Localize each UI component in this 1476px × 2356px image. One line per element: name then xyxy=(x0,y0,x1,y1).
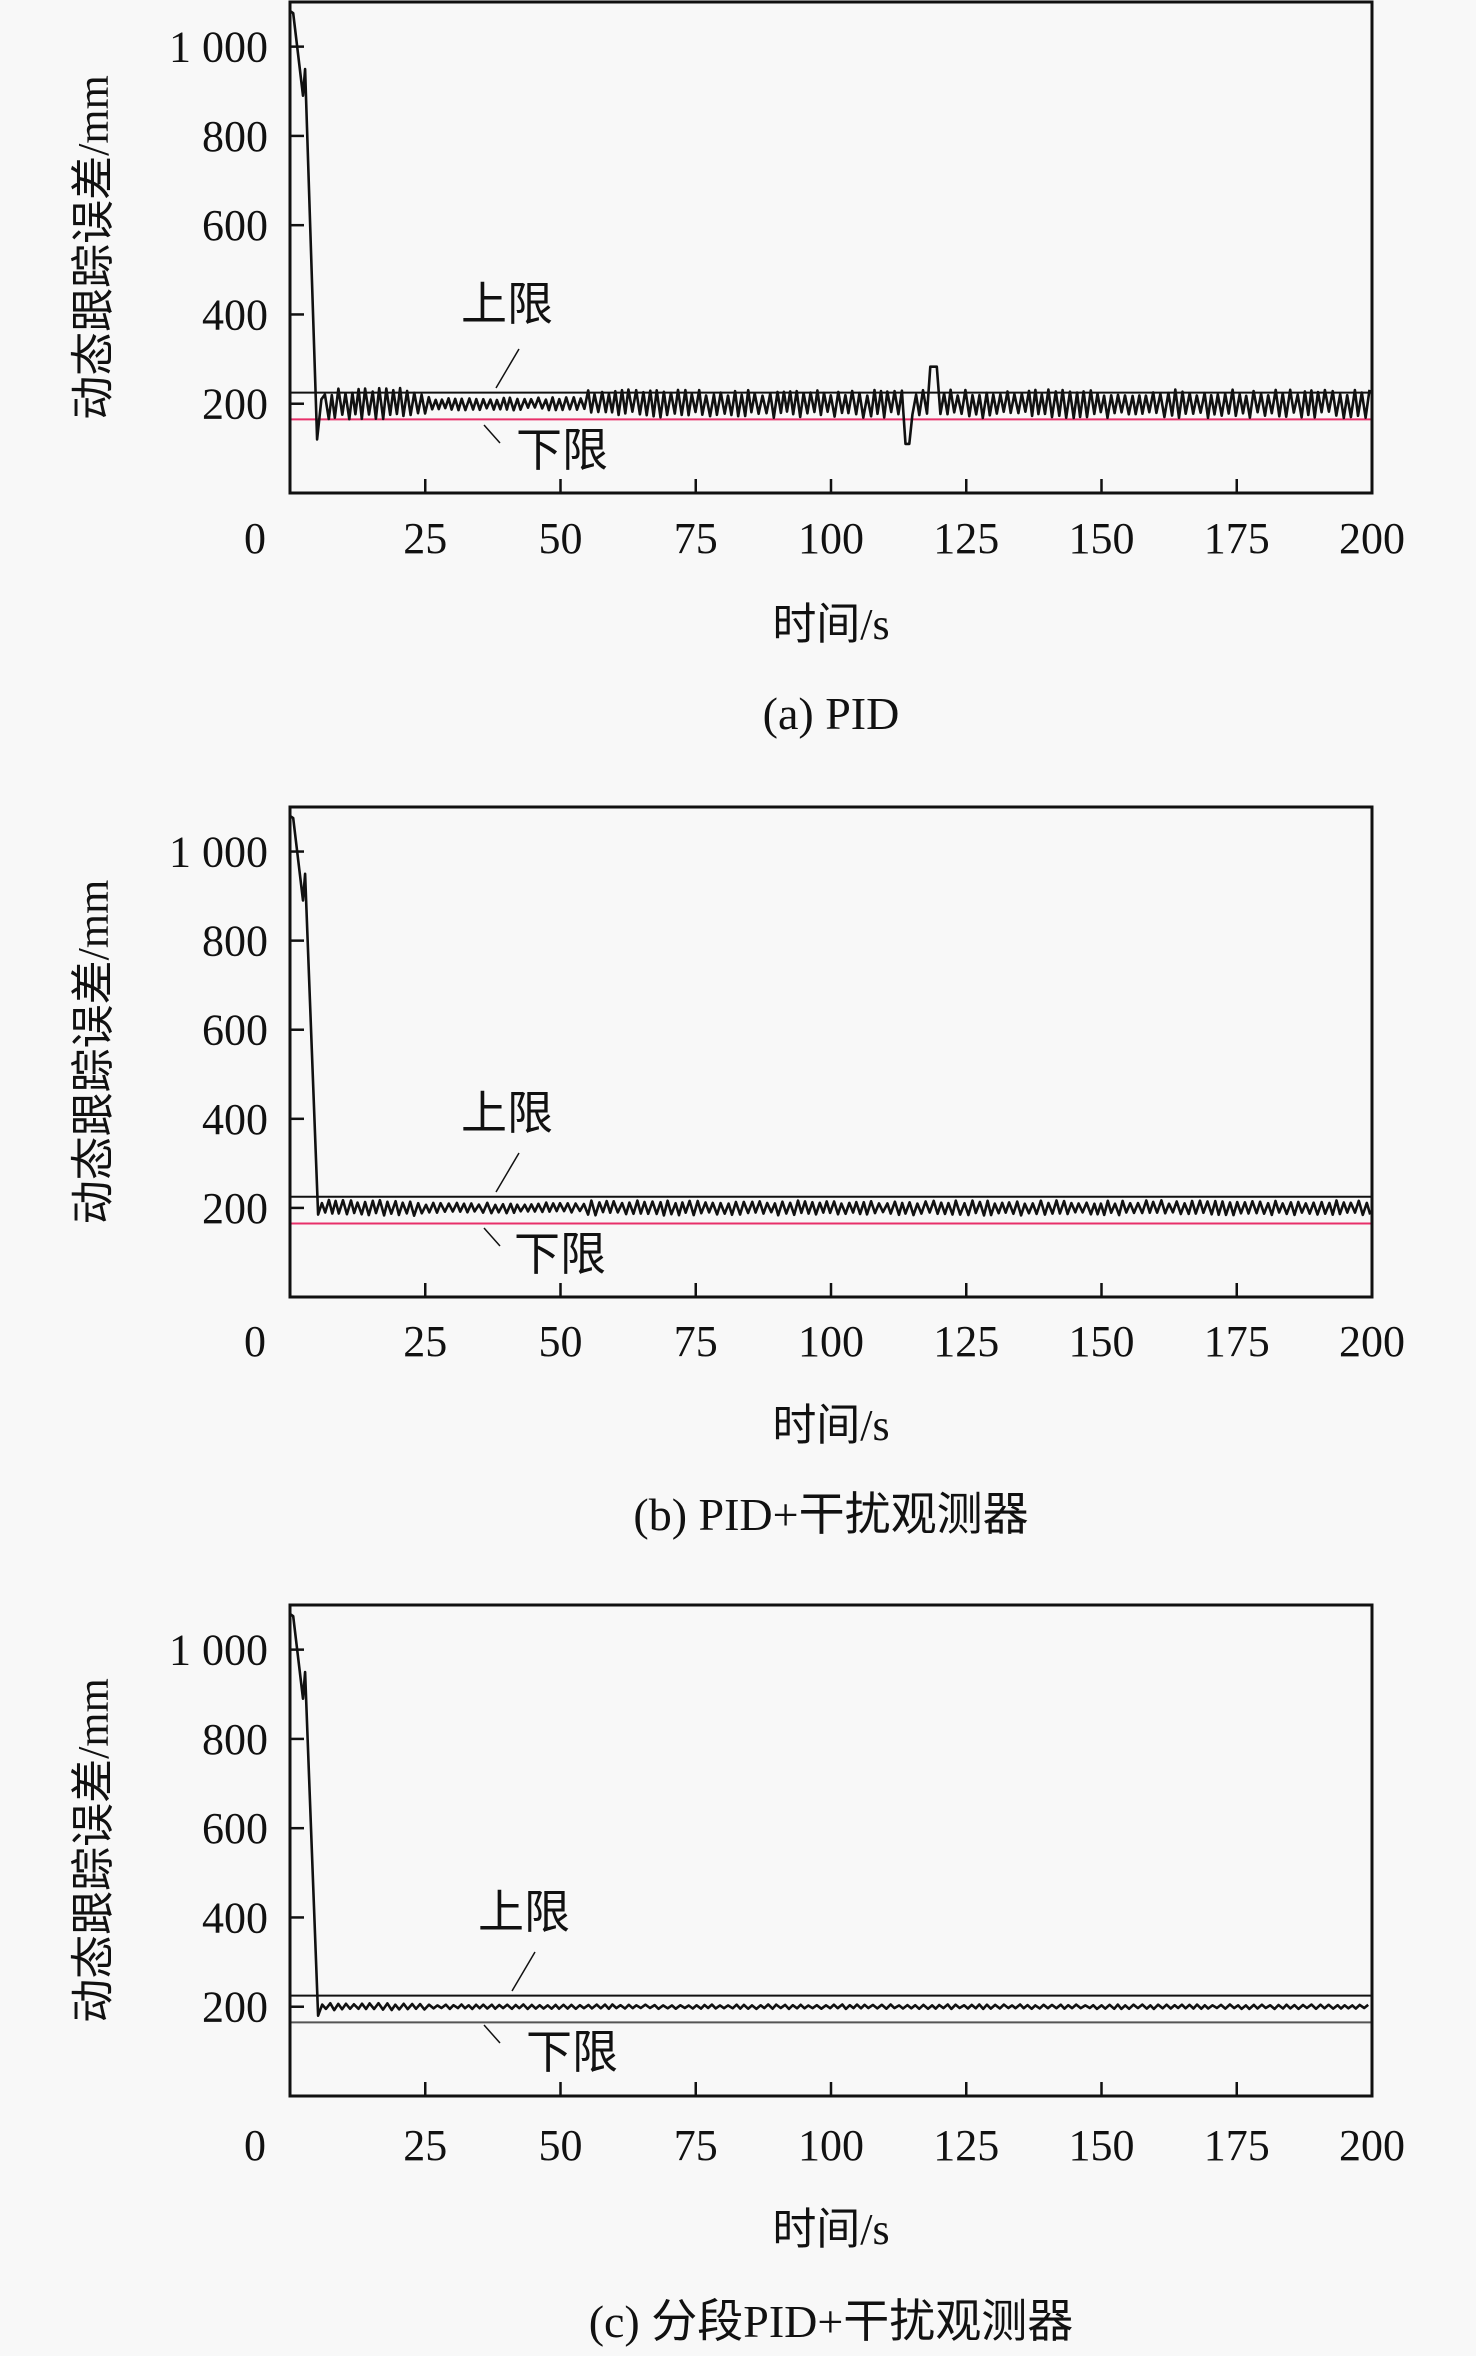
lower-limit-label: 下限 xyxy=(526,2027,618,2078)
lower-limit-label: 下限 xyxy=(516,425,608,476)
x-tick-label: 175 xyxy=(1204,2121,1270,2170)
y-axis-label: 动态跟踪误差/mm xyxy=(69,1678,118,2023)
upper-limit-leader xyxy=(511,1951,536,1992)
chart-caption: (c) 分段PID+干扰观测器 xyxy=(589,2296,1074,2347)
upper-limit-label: 上限 xyxy=(461,1088,553,1139)
x-tick-label: 150 xyxy=(1069,2121,1135,2170)
chart-panel-b: 200 400 600 800 1 000 0 25 50 75 100 125 150 175 200 时… xyxy=(69,805,1405,1540)
x-tick-label: 50 xyxy=(539,514,583,563)
y-tick-label: 800 xyxy=(202,1715,268,1764)
x-tick-label: 125 xyxy=(933,514,999,563)
y-tick-label: 200 xyxy=(202,380,268,429)
x-tick-label: 0 xyxy=(244,514,266,563)
chart-caption: (b) PID+干扰观测器 xyxy=(633,1489,1028,1540)
upper-limit-label: 上限 xyxy=(461,279,553,330)
x-tick-label: 100 xyxy=(798,2121,864,2170)
x-tick-label: 125 xyxy=(933,2121,999,2170)
upper-limit-label: 上限 xyxy=(478,1887,570,1938)
x-axis-label: 时间/s xyxy=(772,1401,889,1450)
x-tick-label: 150 xyxy=(1069,514,1135,563)
chart-panel-a: 200 400 600 800 1 000 0 25 50 75 100 125 150 175 200 时… xyxy=(69,0,1405,739)
x-tick-label: 0 xyxy=(244,1317,266,1366)
lower-limit-leader xyxy=(483,2024,501,2044)
x-tick-label: 175 xyxy=(1204,1317,1270,1366)
lower-limit-label: 下限 xyxy=(514,1229,606,1280)
chart-caption: (a) PID xyxy=(763,688,900,739)
y-tick-label: 600 xyxy=(202,1006,268,1055)
lower-limit-leader xyxy=(483,424,501,444)
x-tick-label: 200 xyxy=(1339,1317,1405,1366)
tracking-error-line xyxy=(289,814,1372,1217)
y-axis-label: 动态跟踪误差/mm xyxy=(69,75,118,420)
tracking-error-line xyxy=(289,9,1371,446)
x-tick-label: 100 xyxy=(798,514,864,563)
y-tick-label: 1 000 xyxy=(169,23,268,72)
x-tick-label: 100 xyxy=(798,1317,864,1366)
x-tick-label: 50 xyxy=(539,2121,583,2170)
x-tick-label: 200 xyxy=(1339,2121,1405,2170)
x-tick-label: 50 xyxy=(539,1317,583,1366)
x-tick-label: 25 xyxy=(403,2121,447,2170)
y-tick-label: 800 xyxy=(202,917,268,966)
y-tick-label: 400 xyxy=(202,1893,268,1942)
x-tick-label: 150 xyxy=(1069,1317,1135,1366)
y-tick-label: 1 000 xyxy=(169,828,268,877)
x-axis-label: 时间/s xyxy=(772,600,889,649)
x-tick-label: 175 xyxy=(1204,514,1270,563)
x-tick-label: 25 xyxy=(403,1317,447,1366)
y-tick-label: 600 xyxy=(202,201,268,250)
y-tick-label: 600 xyxy=(202,1804,268,1853)
y-tick-label: 1 000 xyxy=(169,1626,268,1675)
x-tick-label: 25 xyxy=(403,514,447,563)
x-tick-label: 200 xyxy=(1339,514,1405,563)
y-axis-label: 动态跟踪误差/mm xyxy=(69,880,118,1225)
y-tick-label: 200 xyxy=(202,1184,268,1233)
y-tick-label: 400 xyxy=(202,290,268,339)
y-tick-label: 200 xyxy=(202,1983,268,2032)
x-tick-label: 125 xyxy=(933,1317,999,1366)
x-tick-label: 75 xyxy=(674,2121,718,2170)
x-tick-label: 75 xyxy=(674,514,718,563)
upper-limit-leader xyxy=(495,1152,520,1193)
y-tick-label: 800 xyxy=(202,112,268,161)
x-tick-label: 75 xyxy=(674,1317,718,1366)
tracking-error-line xyxy=(289,1612,1370,2017)
x-axis-label: 时间/s xyxy=(772,2205,889,2254)
upper-limit-leader xyxy=(495,348,520,389)
chart-panel-c: 200 400 600 800 1 000 0 25 50 75 100 125 150 175 200 时… xyxy=(69,1603,1405,2347)
x-tick-label: 0 xyxy=(244,2121,266,2170)
y-tick-label: 400 xyxy=(202,1095,268,1144)
lower-limit-leader xyxy=(483,1227,501,1247)
